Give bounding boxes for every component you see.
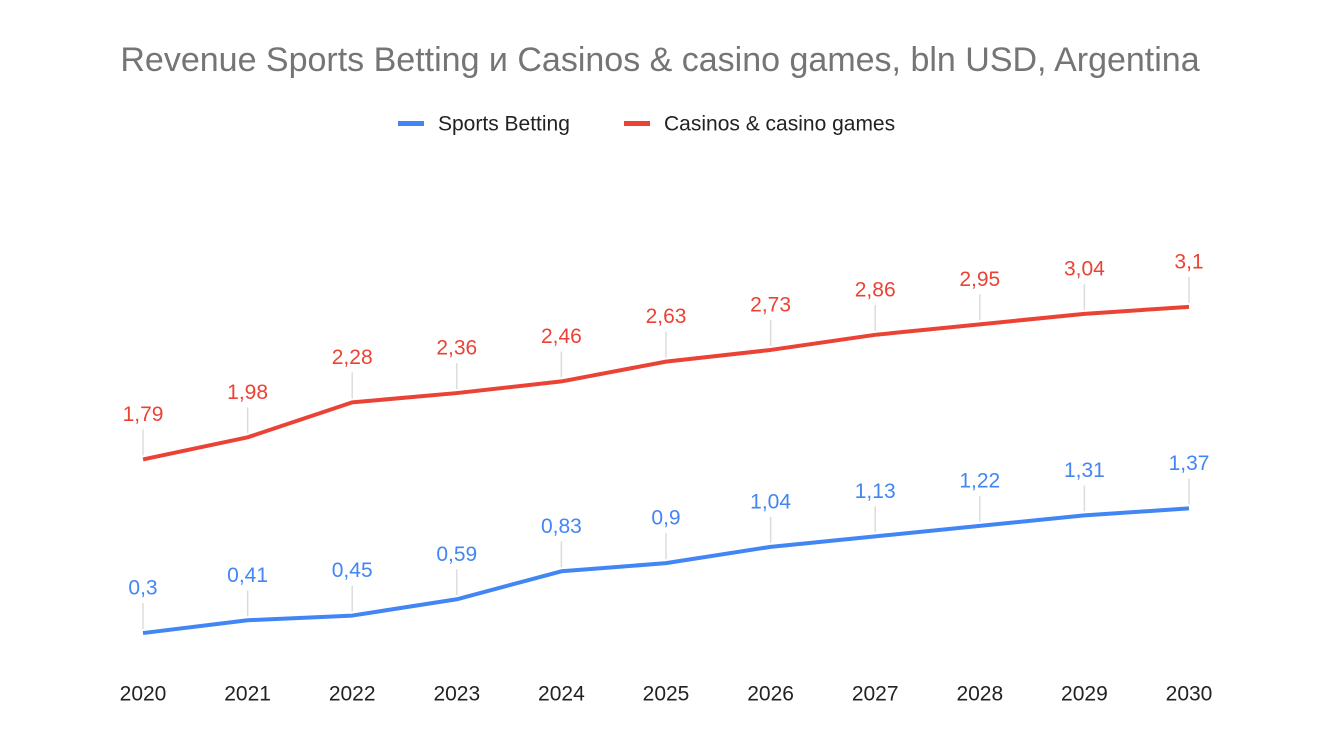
x-tick-label: 2026 bbox=[747, 683, 794, 706]
data-label: 0,83 bbox=[541, 515, 582, 538]
series-line bbox=[142, 304, 1190, 462]
data-label: 0,41 bbox=[227, 564, 268, 587]
x-tick-label: 2027 bbox=[852, 683, 899, 706]
data-label: 3,04 bbox=[1064, 257, 1105, 280]
x-tick-label: 2020 bbox=[120, 683, 167, 706]
x-tick-label: 2024 bbox=[538, 683, 585, 706]
data-label: 2,95 bbox=[959, 268, 1000, 291]
data-label: 1,31 bbox=[1064, 459, 1105, 482]
data-label: 1,04 bbox=[750, 490, 791, 513]
data-label: 2,36 bbox=[436, 337, 477, 360]
data-label: 1,22 bbox=[959, 469, 1000, 492]
data-label: 1,13 bbox=[855, 480, 896, 503]
data-label: 2,73 bbox=[750, 294, 791, 317]
x-tick-label: 2030 bbox=[1166, 683, 1213, 706]
x-tick-label: 2028 bbox=[956, 683, 1003, 706]
data-label: 0,9 bbox=[651, 507, 680, 530]
x-tick-label: 2021 bbox=[224, 683, 271, 706]
data-label: 2,46 bbox=[541, 325, 582, 348]
series-line bbox=[142, 506, 1190, 636]
data-label: 0,45 bbox=[332, 559, 373, 582]
data-label: 2,86 bbox=[855, 278, 896, 301]
data-label: 1,79 bbox=[123, 403, 164, 426]
data-label: 0,3 bbox=[128, 577, 157, 600]
x-tick-label: 2029 bbox=[1061, 683, 1108, 706]
legend-label: Casinos & casino games bbox=[664, 113, 895, 136]
legend-swatch bbox=[398, 121, 424, 126]
x-tick-label: 2022 bbox=[329, 683, 376, 706]
data-label: 3,1 bbox=[1174, 250, 1203, 273]
chart-title: Revenue Sports Betting и Casinos & casin… bbox=[120, 41, 1199, 79]
data-label: 1,37 bbox=[1169, 452, 1210, 475]
legend-label: Sports Betting bbox=[438, 113, 570, 136]
data-label: 2,28 bbox=[332, 346, 373, 369]
x-tick-label: 2025 bbox=[643, 683, 690, 706]
legend-swatch bbox=[624, 121, 650, 126]
x-tick-label: 2023 bbox=[433, 683, 480, 706]
data-label: 2,63 bbox=[646, 305, 687, 328]
data-label: 0,59 bbox=[436, 543, 477, 566]
data-label: 1,98 bbox=[227, 381, 268, 404]
